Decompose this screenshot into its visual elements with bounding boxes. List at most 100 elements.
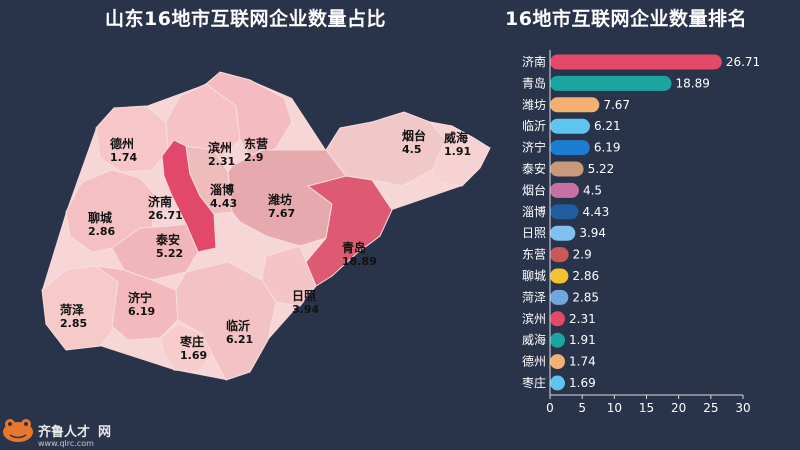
map-region-name: 青岛: [342, 240, 366, 255]
bar-category-label: 淄博: [522, 204, 546, 219]
map-region-value: 7.67: [268, 207, 295, 220]
bar-value-label: 6.21: [594, 119, 621, 133]
bar-category-label: 东营: [522, 248, 546, 262]
x-tick-label: 5: [578, 401, 586, 415]
site-logo: 齐鲁人才 网 www.qlrc.com: [3, 419, 111, 448]
bar: [550, 289, 569, 305]
map-region: [161, 139, 217, 253]
bar: [550, 204, 579, 220]
bar-value-label: 3.94: [579, 226, 606, 240]
map-region-name: 威海: [444, 130, 468, 145]
map-region-name: 济宁: [128, 290, 152, 305]
bar: [550, 354, 565, 370]
bar-value-label: 1.69: [569, 376, 596, 390]
x-tick-label: 30: [735, 401, 750, 415]
bar-chart-title: 16地市互联网企业数量排名: [505, 8, 747, 30]
map-region-value: 4.5: [402, 143, 422, 156]
bar-category-label: 济宁: [522, 140, 546, 155]
bar-value-label: 6.19: [594, 141, 621, 155]
map-region-value: 2.86: [88, 225, 115, 238]
map-region-name: 烟台: [402, 128, 426, 143]
map-region-name: 菏泽: [60, 302, 84, 317]
map-region: [305, 175, 393, 287]
x-tick-label: 25: [703, 401, 718, 415]
bar-value-label: 4.5: [583, 183, 602, 197]
logo-brand-text: 齐鲁人才: [38, 424, 90, 440]
map-region: [185, 145, 233, 215]
map-region-name: 东营: [244, 136, 268, 151]
map-region-value: 2.31: [208, 155, 235, 168]
map-region-name: 滨州: [208, 140, 232, 155]
map-region-name: 潍坊: [267, 192, 292, 207]
map-region-name: 德州: [110, 136, 134, 151]
map-title: 山东16地市互联网企业数量占比: [105, 8, 386, 30]
bar-category-label: 临沂: [522, 119, 546, 133]
bar-category-label: 枣庄: [522, 375, 546, 390]
bar: [550, 375, 565, 391]
bar-category-label: 德州: [522, 354, 546, 369]
bar-category-label: 青岛: [522, 75, 546, 90]
bar-value-label: 18.89: [676, 76, 710, 90]
bar-category-label: 聊城: [522, 269, 546, 283]
bar-category-label: 泰安: [522, 161, 546, 176]
map-region-value: 1.69: [180, 349, 207, 362]
bar-category-label: 潍坊: [522, 97, 546, 112]
bar-value-label: 26.71: [726, 55, 760, 69]
bar-category-label: 滨州: [522, 311, 546, 326]
map-region: [159, 323, 213, 373]
bar-category-label: 济南: [522, 54, 546, 69]
bar: [550, 182, 579, 198]
x-tick-label: 20: [671, 401, 686, 415]
bar: [550, 97, 600, 113]
bar: [550, 140, 590, 156]
bar: [550, 118, 590, 134]
logo-brand-suffix: 网: [98, 425, 111, 440]
bar-value-label: 1.91: [569, 333, 596, 347]
map-region-value: 26.71: [148, 209, 183, 222]
map-region-value: 2.9: [244, 151, 264, 164]
bar-value-label: 2.86: [572, 269, 599, 283]
map-region-name: 淄博: [210, 182, 234, 197]
bar-value-label: 5.22: [588, 162, 615, 176]
map-region-value: 6.21: [226, 333, 253, 346]
map-region-name: 日照: [292, 288, 316, 303]
bar-category-label: 菏泽: [522, 290, 546, 304]
bar: [550, 54, 722, 70]
map-region-value: 1.74: [110, 151, 137, 164]
map-region: [65, 169, 157, 253]
bar: [550, 247, 569, 263]
map-region-value: 1.91: [444, 145, 471, 158]
map-region-name: 枣庄: [179, 334, 204, 349]
bar: [550, 311, 565, 327]
bar-value-label: 2.9: [573, 248, 592, 262]
map-region: [205, 71, 293, 161]
map-region-value: 6.19: [128, 305, 155, 318]
bar: [550, 161, 584, 177]
x-tick-label: 10: [607, 401, 622, 415]
bar-value-label: 1.74: [569, 355, 596, 369]
bar-category-label: 威海: [522, 332, 546, 347]
map-region: [175, 261, 277, 381]
frog-logo-icon: [3, 419, 33, 442]
bar: [550, 268, 569, 284]
bar-value-label: 2.85: [572, 290, 599, 304]
map-region-name: 临沂: [226, 318, 250, 333]
bar: [550, 225, 576, 241]
bar-value-label: 4.43: [582, 205, 609, 219]
map-region-name: 济南: [148, 194, 172, 209]
x-tick-label: 15: [639, 401, 654, 415]
map-region-value: 3.94: [292, 303, 319, 316]
logo-url: www.qlrc.com: [38, 439, 94, 448]
map-region-value: 5.22: [156, 247, 183, 260]
map-region-value: 4.43: [210, 197, 237, 210]
map-region-name: 泰安: [155, 232, 180, 247]
map-region-value: 18.89: [342, 255, 377, 268]
bar: [550, 332, 565, 348]
bar-value-label: 7.67: [603, 98, 630, 112]
map-region: [95, 265, 179, 341]
x-tick-label: 0: [546, 401, 554, 415]
bar-value-label: 2.31: [569, 312, 596, 326]
bar-category-label: 日照: [522, 226, 546, 240]
